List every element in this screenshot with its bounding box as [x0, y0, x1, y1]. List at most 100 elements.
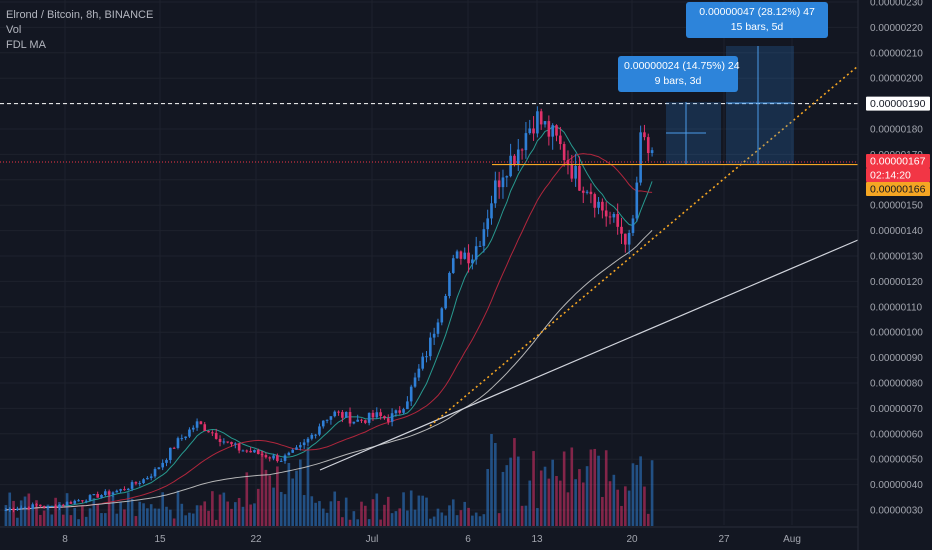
volume-indicator-label[interactable]: Vol — [6, 24, 22, 36]
volume-bar — [425, 497, 428, 526]
volume-bar — [253, 503, 256, 526]
candle-body — [88, 495, 92, 501]
volume-bar — [157, 508, 161, 526]
volume-bar — [115, 513, 119, 526]
candle-body — [646, 137, 650, 154]
volume-bar — [321, 508, 325, 526]
volume-bar — [409, 490, 413, 526]
volume-bar — [509, 457, 512, 526]
volume-bar — [172, 518, 176, 526]
volume-bar — [528, 480, 532, 526]
resistance-price-tag-bg — [866, 96, 930, 111]
volume-bars — [4, 434, 654, 526]
volume-bar — [627, 490, 631, 526]
time-tick-label: Jul — [366, 534, 379, 545]
volume-bar — [371, 499, 375, 526]
candle-body — [35, 504, 38, 506]
volume-bar — [203, 501, 207, 526]
candle-body — [627, 232, 631, 245]
candle-body — [226, 441, 229, 443]
ma-fast-line — [5, 126, 653, 511]
candle-body — [352, 421, 356, 424]
candle-body — [490, 203, 493, 219]
volume-bar — [104, 513, 107, 526]
time-tick-label: 20 — [626, 534, 638, 545]
candle-body — [100, 495, 103, 498]
volume-bar — [153, 508, 157, 526]
price-tick-label: 0.00000140 — [870, 226, 923, 237]
candle-body — [81, 500, 84, 502]
candle-body — [459, 251, 463, 259]
candle-body — [520, 149, 524, 151]
volume-bar — [58, 502, 61, 526]
candle-body — [84, 500, 88, 502]
candle-body — [612, 214, 616, 218]
volume-bar — [593, 448, 597, 526]
candle-body — [497, 180, 501, 188]
price-tick-label: 0.00000090 — [870, 353, 923, 364]
volume-bar — [73, 507, 77, 526]
candle-body — [578, 165, 581, 191]
candle-body — [371, 412, 375, 418]
candle-body — [429, 337, 432, 357]
candle-body — [482, 229, 486, 246]
volume-bar — [451, 499, 455, 526]
volume-bar — [463, 501, 467, 526]
candle-body — [188, 429, 191, 437]
volume-bar — [455, 515, 459, 526]
candle-body — [16, 508, 19, 510]
time-tick-label: Aug — [783, 534, 801, 545]
time-tick-label: 8 — [62, 534, 68, 545]
price-tick-label: 0.00000110 — [870, 302, 923, 313]
candle-body — [42, 505, 46, 508]
volume-bar — [211, 491, 214, 526]
volume-bar — [379, 519, 382, 526]
candle-body — [203, 424, 207, 432]
fdl-ma-indicator-label[interactable]: FDL MA — [6, 39, 46, 51]
volume-bar — [130, 498, 134, 526]
candle-body — [348, 412, 352, 424]
candle-body — [249, 450, 252, 453]
time-axis: 8 15 22 Jul 6 13 20 27 Aug — [0, 526, 858, 545]
candle-body — [360, 419, 363, 421]
price-tick-label: 0.00000130 — [870, 252, 923, 263]
volume-bar — [413, 509, 417, 526]
time-tick-label: 27 — [718, 534, 730, 545]
volume-bar — [245, 472, 249, 526]
candle-body — [12, 508, 15, 510]
candle-body — [111, 492, 115, 495]
volume-bar — [165, 506, 168, 526]
candle-body — [467, 252, 470, 264]
volume-bar — [448, 505, 451, 526]
volume-bar — [126, 492, 130, 526]
candle-body — [92, 494, 96, 496]
volume-bar — [111, 495, 115, 526]
candle-body — [245, 450, 249, 452]
candle-body — [367, 412, 371, 423]
volume-bar — [287, 462, 291, 526]
volume-bar — [234, 502, 237, 526]
price-tick-label: 0.00000120 — [870, 277, 923, 288]
volume-bar — [348, 519, 352, 526]
candle-body — [344, 412, 348, 418]
candle-body — [169, 447, 172, 461]
volume-bar — [256, 488, 260, 526]
volume-bar — [524, 505, 528, 526]
candle-body — [218, 438, 222, 442]
measure-1-value: 0.00000024 (14.75%) 24 — [624, 60, 740, 72]
volume-bar — [467, 507, 470, 526]
candle-body — [562, 144, 566, 161]
candle-body — [639, 132, 642, 183]
volume-bar — [562, 451, 566, 526]
support-price-tag-bg — [866, 182, 930, 197]
volume-bar — [142, 503, 145, 526]
candle-body — [157, 467, 161, 470]
volume-bar — [536, 508, 539, 526]
volume-bar — [226, 501, 229, 526]
candle-body — [375, 412, 379, 418]
candle-body — [524, 133, 528, 151]
candle-body — [341, 412, 344, 418]
candle-body — [149, 476, 153, 478]
volume-bar — [176, 490, 180, 526]
